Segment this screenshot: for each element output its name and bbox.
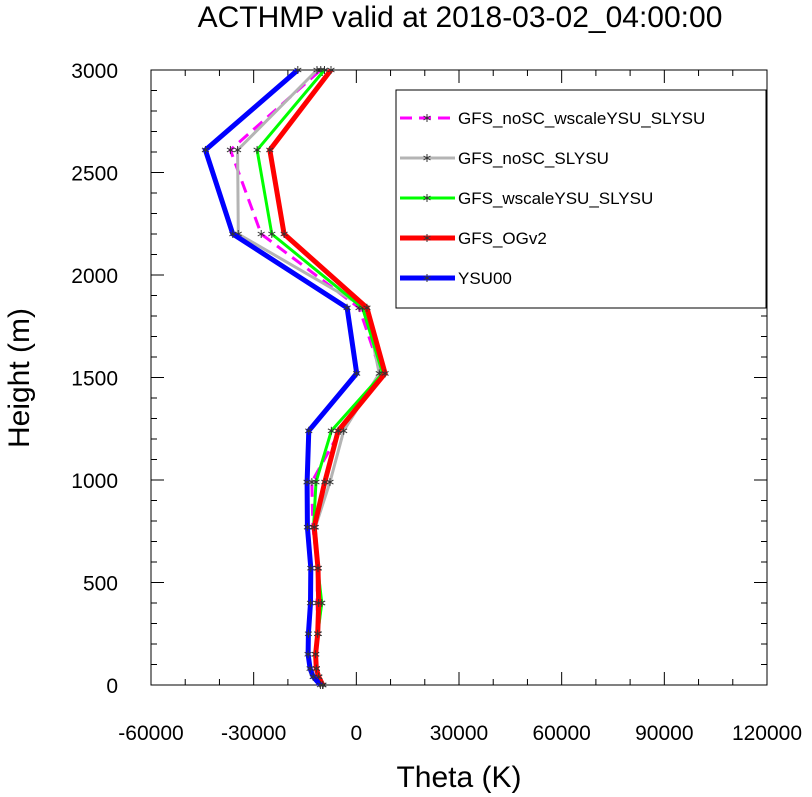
y-tick-label: 3000 xyxy=(71,60,118,83)
data-point xyxy=(294,66,302,74)
x-tick-label: -30000 xyxy=(221,722,286,745)
x-tick-label: 90000 xyxy=(635,722,693,745)
series-GFS_OGv2 xyxy=(266,66,389,689)
legend-box xyxy=(395,89,767,309)
legend-label: YSU00 xyxy=(458,269,512,288)
data-point xyxy=(303,478,311,487)
data-point xyxy=(307,564,315,573)
series-line xyxy=(267,68,388,687)
legend-marker xyxy=(423,274,431,282)
data-point xyxy=(233,145,242,154)
data-point xyxy=(312,664,321,673)
x-tick-label: 0 xyxy=(350,722,362,745)
data-point xyxy=(253,145,261,154)
legend-label: GFS_noSC_SLYSU xyxy=(458,149,609,168)
data-point xyxy=(363,303,371,312)
legend-marker xyxy=(423,234,431,242)
data-point xyxy=(381,369,389,378)
data-point xyxy=(201,145,210,154)
axis-tick-labels: -60000 -30000 0 30000 60000 90000 120000 0 500 10… xyxy=(71,60,802,745)
x-tick-label: 60000 xyxy=(532,722,590,745)
data-point xyxy=(229,230,237,238)
data-point xyxy=(306,599,315,607)
x-tick-label: 30000 xyxy=(430,722,488,745)
y-tick-label: 2000 xyxy=(71,265,118,288)
data-point xyxy=(316,681,325,689)
data-point xyxy=(304,629,313,638)
legend-marker xyxy=(423,154,431,162)
series-line xyxy=(202,68,360,687)
data-point xyxy=(313,66,321,74)
y-tick-label: 0 xyxy=(106,675,118,698)
data-point xyxy=(280,230,288,238)
series-GFS_noSC_wscaleYSU_SLYSU xyxy=(226,66,386,689)
data-point xyxy=(305,426,313,435)
data-point xyxy=(311,650,320,659)
data-point xyxy=(334,426,342,435)
series-lines xyxy=(201,66,389,689)
y-axis-label: Height (m) xyxy=(3,308,36,448)
data-point xyxy=(310,523,318,532)
data-point xyxy=(320,66,329,74)
data-point xyxy=(327,66,335,74)
data-point xyxy=(314,564,322,573)
x-axis-label: Theta (K) xyxy=(396,761,521,794)
legend-label: GFS_noSC_wscaleYSU_SLYSU xyxy=(458,109,705,128)
data-point xyxy=(304,650,312,659)
data-point xyxy=(352,369,361,378)
data-point xyxy=(343,303,351,312)
chart-title: ACTHMP valid at 2018-03-02_04:00:00 xyxy=(198,1,723,34)
data-point xyxy=(266,145,274,154)
data-point xyxy=(312,478,320,487)
legend-label: GFS_OGv2 xyxy=(458,229,547,248)
y-tick-label: 500 xyxy=(83,573,118,596)
legend: GFS_noSC_wscaleYSU_SLYSU GFS_noSC_SLYSU GF… xyxy=(395,89,767,309)
data-point xyxy=(309,672,317,681)
y-tick-label: 1500 xyxy=(71,368,118,391)
data-point xyxy=(327,426,336,435)
y-tick-label: 1000 xyxy=(71,470,118,493)
y-tick-label: 2500 xyxy=(71,163,118,186)
x-tick-label: -60000 xyxy=(118,722,183,745)
data-point xyxy=(268,230,276,238)
legend-label: GFS_wscaleYSU_SLYSU xyxy=(458,189,653,208)
legend-marker xyxy=(423,114,431,122)
data-point xyxy=(306,664,314,673)
legend-marker xyxy=(423,194,431,202)
series-YSU00 xyxy=(201,66,361,689)
series-line xyxy=(228,68,383,686)
data-point xyxy=(321,478,329,487)
data-point xyxy=(313,629,322,638)
data-point xyxy=(303,523,312,532)
x-tick-label: 120000 xyxy=(732,722,802,745)
data-point xyxy=(314,599,323,607)
data-point xyxy=(226,145,235,154)
data-point xyxy=(257,230,265,238)
